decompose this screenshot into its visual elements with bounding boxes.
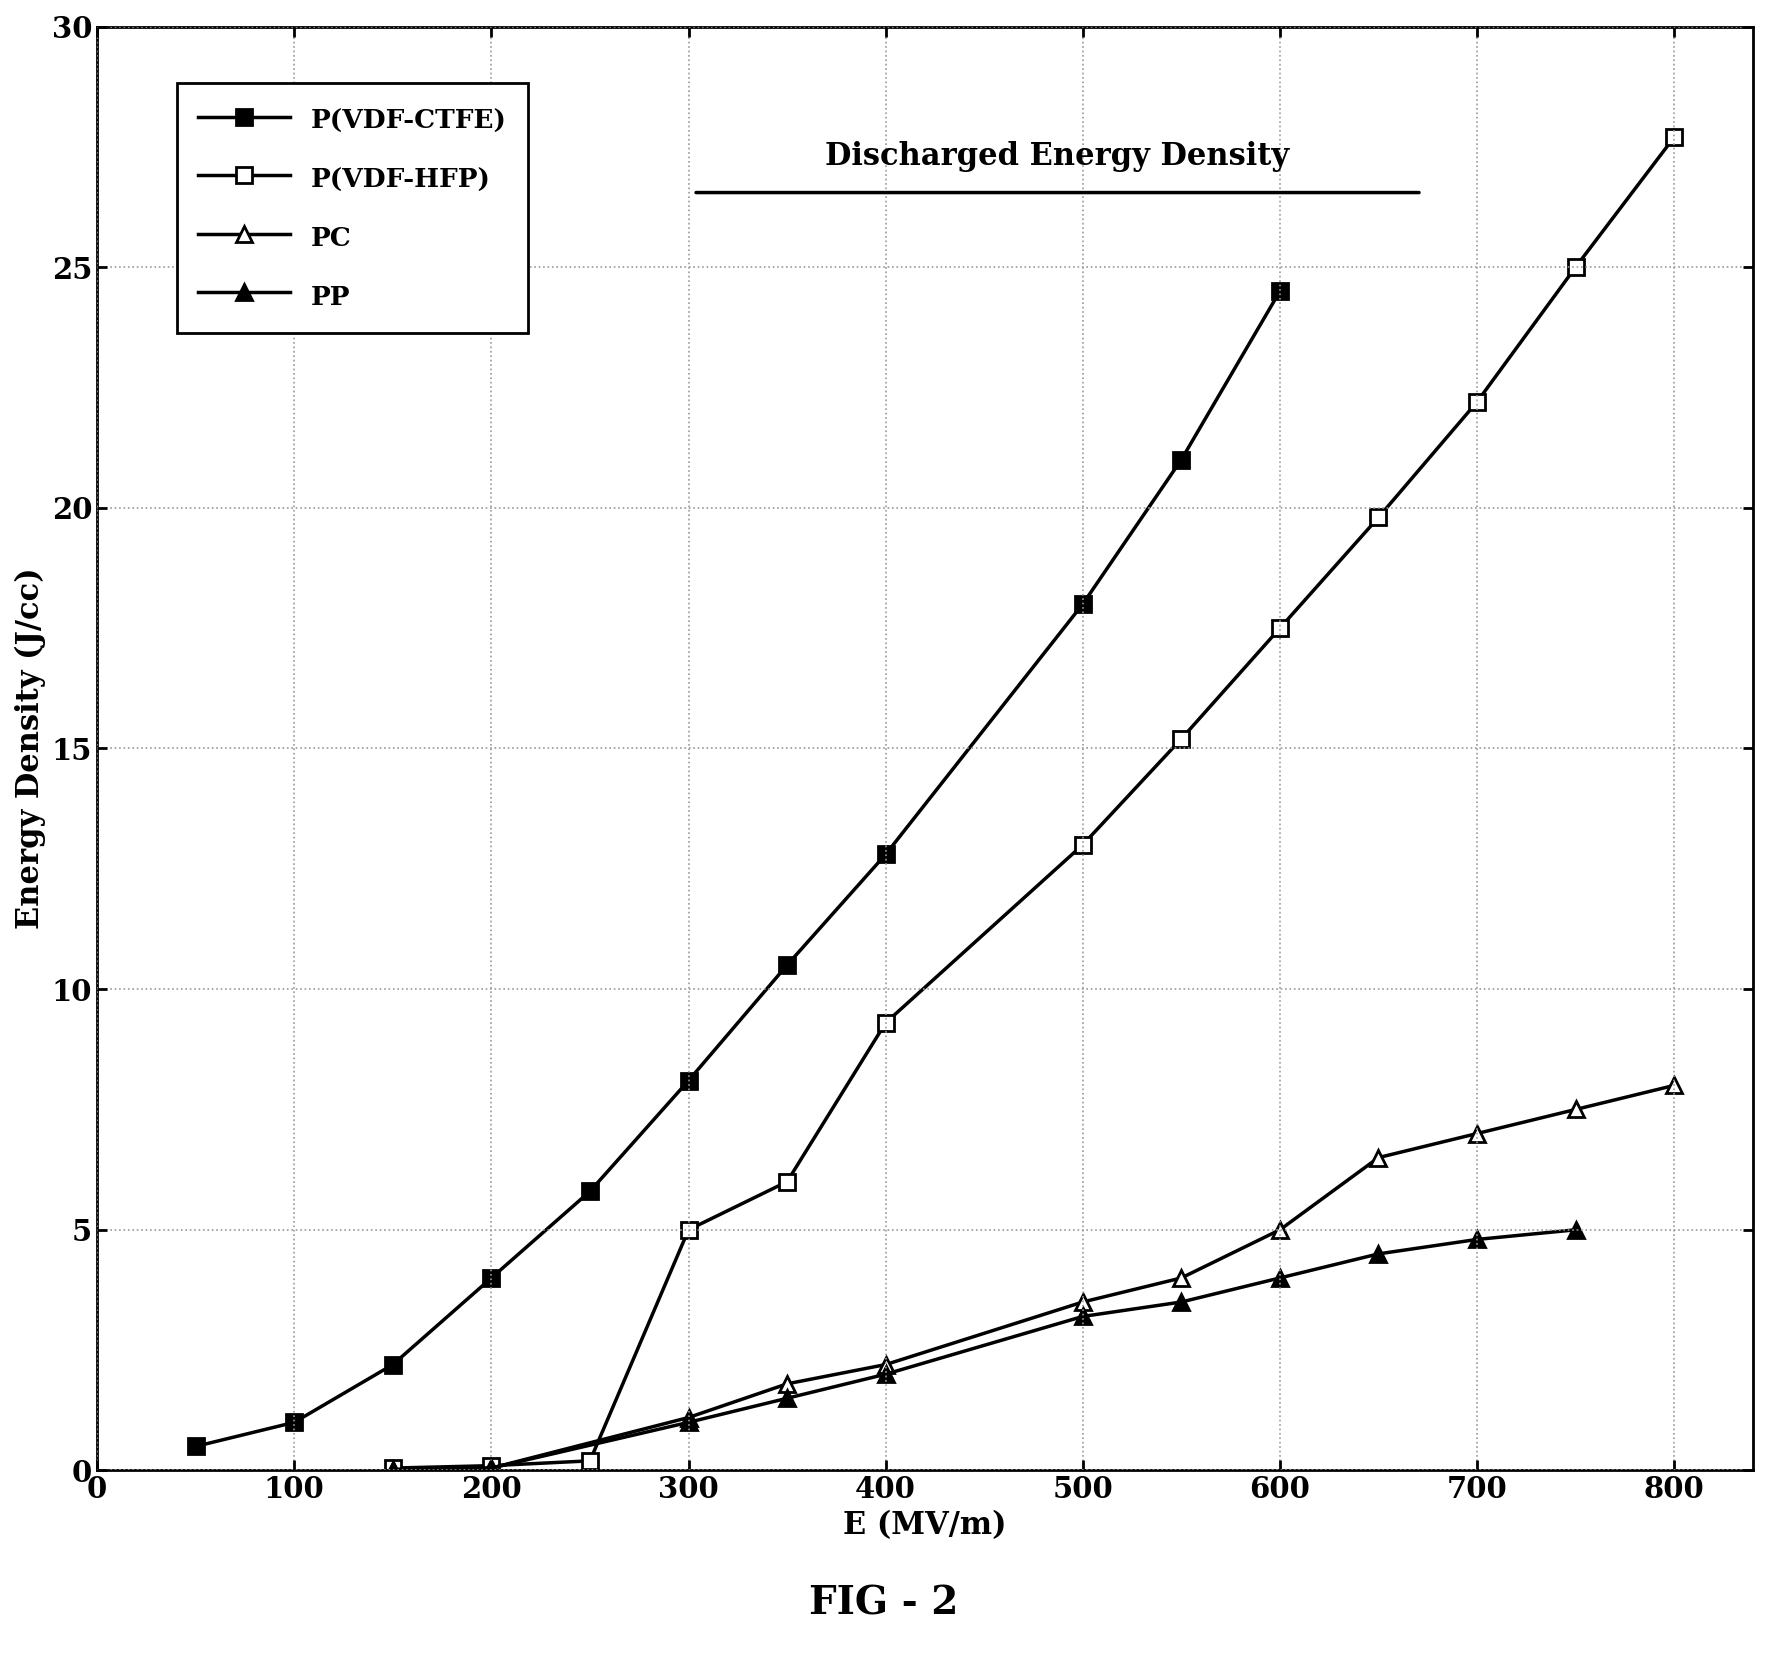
Y-axis label: Energy Density (J/cc): Energy Density (J/cc): [14, 567, 46, 929]
Line: P(VDF-HFP): P(VDF-HFP): [385, 129, 1681, 1476]
P(VDF-CTFE): [776, 955, 797, 975]
P(VDF-HFP): [875, 1012, 896, 1032]
PP: [677, 1412, 698, 1432]
P(VDF-HFP): [580, 1450, 601, 1471]
PC: [1269, 1220, 1291, 1240]
P(VDF-HFP): [776, 1171, 797, 1191]
PC: [677, 1407, 698, 1427]
PC: [1071, 1292, 1093, 1312]
P(VDF-CTFE): [677, 1071, 698, 1091]
PP: [1466, 1230, 1487, 1250]
P(VDF-HFP): [481, 1456, 502, 1476]
P(VDF-CTFE): [1071, 594, 1093, 614]
PP: [776, 1389, 797, 1409]
PC: [776, 1374, 797, 1394]
PP: [875, 1363, 896, 1384]
PP: [1565, 1220, 1586, 1240]
Text: FIG - 2: FIG - 2: [810, 1584, 958, 1623]
Line: P(VDF-CTFE): P(VDF-CTFE): [187, 284, 1287, 1454]
P(VDF-CTFE): [875, 845, 896, 865]
PP: [1368, 1243, 1390, 1263]
PP: [1170, 1292, 1192, 1312]
P(VDF-CTFE): [283, 1412, 304, 1432]
P(VDF-HFP): [1071, 835, 1093, 855]
PC: [875, 1355, 896, 1375]
PC: [481, 1459, 502, 1479]
P(VDF-HFP): [1170, 729, 1192, 750]
P(VDF-CTFE): [580, 1181, 601, 1201]
PC: [1170, 1268, 1192, 1288]
X-axis label: E (MV/m): E (MV/m): [843, 1511, 1006, 1541]
Legend: P(VDF-CTFE), P(VDF-HFP), PC, PP: P(VDF-CTFE), P(VDF-HFP), PC, PP: [177, 84, 529, 333]
PC: [1368, 1148, 1390, 1168]
PC: [1664, 1076, 1685, 1096]
PP: [481, 1459, 502, 1479]
P(VDF-CTFE): [1269, 281, 1291, 301]
P(VDF-CTFE): [1170, 450, 1192, 470]
P(VDF-HFP): [1664, 127, 1685, 147]
P(VDF-CTFE): [481, 1268, 502, 1288]
P(VDF-HFP): [382, 1459, 403, 1479]
P(VDF-HFP): [1368, 507, 1390, 527]
P(VDF-HFP): [1565, 258, 1586, 278]
PC: [382, 1459, 403, 1479]
P(VDF-CTFE): [186, 1437, 207, 1457]
PC: [1565, 1099, 1586, 1119]
P(VDF-HFP): [1269, 617, 1291, 637]
Line: PC: PC: [384, 1077, 1683, 1477]
P(VDF-HFP): [1466, 391, 1487, 412]
P(VDF-HFP): [677, 1220, 698, 1240]
PP: [382, 1459, 403, 1479]
PP: [1269, 1268, 1291, 1288]
Line: PP: PP: [384, 1221, 1584, 1477]
PP: [1071, 1307, 1093, 1327]
PC: [1466, 1124, 1487, 1144]
Text: Discharged Energy Density: Discharged Energy Density: [826, 141, 1289, 172]
P(VDF-CTFE): [382, 1355, 403, 1375]
